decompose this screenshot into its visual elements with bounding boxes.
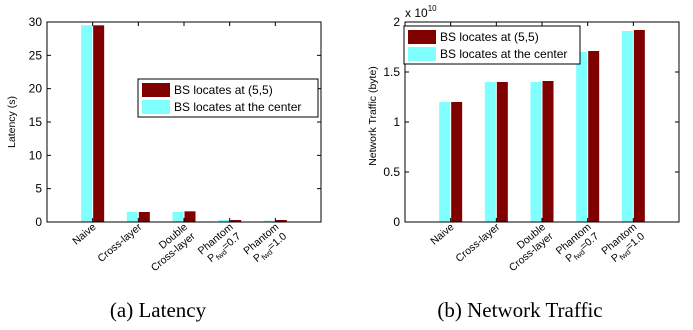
traffic-y-axis-label: Network Traffic (byte) <box>367 66 379 166</box>
latency-legend-swatch-center <box>142 100 170 114</box>
latency-ytick-label-2: 10 <box>29 148 43 162</box>
latency-bar-center-4 <box>263 220 275 222</box>
traffic-multiplier-exponent: 10 <box>428 4 437 13</box>
latency-bar-5-5-1 <box>138 212 150 222</box>
traffic-bar-5-5-3 <box>588 51 600 222</box>
traffic-multiplier-base: x 10 <box>405 6 428 20</box>
latency-bar-5-5-4 <box>275 220 287 222</box>
traffic-bar-5-5-1 <box>496 82 508 222</box>
latency-bar-5-5-3 <box>230 220 242 222</box>
latency-ytick-label-3: 15 <box>29 115 43 129</box>
traffic-multiplier: x 1010 <box>405 4 437 20</box>
latency-ytick-label-0: 0 <box>35 215 42 229</box>
traffic-xtick-label-0-line1: Naive <box>428 221 456 248</box>
latency-xtick-label-0-line1: Naive <box>70 221 98 248</box>
latency-legend: BS locates at (5,5) BS locates at the ce… <box>137 78 319 118</box>
traffic-bar-center-2 <box>530 82 542 222</box>
latency-bar-center-2 <box>172 212 184 222</box>
latency-bar-center-1 <box>126 212 138 222</box>
traffic-bar-5-5-4 <box>633 30 645 222</box>
latency-legend-swatch-5-5 <box>142 83 170 97</box>
traffic-ytick-label-2: 1 <box>393 115 400 129</box>
traffic-bar-center-4 <box>621 31 633 222</box>
traffic-xtick-label-1-line1: Cross-layer <box>453 221 502 265</box>
latency-bar-5-5-0 <box>93 25 105 223</box>
latency-bar-center-3 <box>218 220 230 222</box>
traffic-ytick-label-4: 2 <box>393 15 400 29</box>
traffic-legend: BS locates at (5,5) BS locates at the ce… <box>403 25 581 65</box>
latency-bar-center-0 <box>81 25 93 223</box>
traffic-xtick-label-0: Naive <box>428 221 456 248</box>
latency-xtick-label-1: Cross-layer <box>95 221 144 265</box>
traffic-bar-center-1 <box>484 82 496 222</box>
traffic-legend-label-center: BS locates at the center <box>440 47 567 61</box>
latency-y-axis-label: Latency (s) <box>6 96 18 148</box>
traffic-legend-swatch-center <box>408 47 436 61</box>
latency-ytick-label-1: 5 <box>35 182 42 196</box>
latency-bar-5-5-2 <box>184 211 196 222</box>
traffic-caption: (b) Network Traffic <box>437 298 602 322</box>
traffic-legend-label-5-5: BS locates at (5,5) <box>440 30 539 44</box>
latency-ytick-label-4: 20 <box>29 82 43 96</box>
traffic-legend-swatch-5-5 <box>408 30 436 44</box>
latency-legend-label-center: BS locates at the center <box>174 100 301 114</box>
latency-caption: (a) Latency <box>110 298 207 322</box>
traffic-bar-5-5-0 <box>451 102 463 222</box>
traffic-bar-5-5-2 <box>542 81 554 222</box>
traffic-ytick-label-0: 0 <box>393 215 400 229</box>
latency-ytick-label-6: 30 <box>29 15 43 29</box>
traffic-ytick-label-3: 1.5 <box>383 65 400 79</box>
traffic-xtick-label-1: Cross-layer <box>453 221 502 265</box>
latency-xtick-label-1-line1: Cross-layer <box>95 221 144 265</box>
latency-ytick-label-5: 25 <box>29 48 43 62</box>
traffic-bar-center-0 <box>439 102 451 222</box>
traffic-bar-center-3 <box>576 52 588 222</box>
latency-xtick-label-0: Naive <box>70 221 98 248</box>
traffic-ytick-label-1: 0.5 <box>383 165 400 179</box>
latency-legend-label-5-5: BS locates at (5,5) <box>174 83 273 97</box>
